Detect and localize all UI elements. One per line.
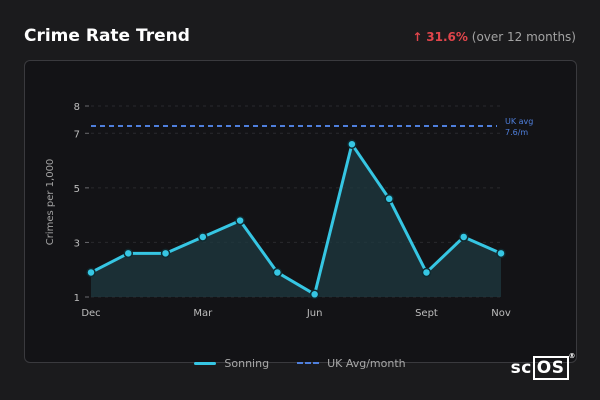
- y-tick-label: 3: [74, 238, 80, 249]
- x-tick-label: Nov: [491, 308, 511, 319]
- legend-item-sonning[interactable]: Sonning: [194, 355, 269, 371]
- scos-logo: sc OS®: [510, 352, 576, 380]
- legend-swatch-dashed: [297, 362, 320, 364]
- legend-item-uk-avg[interactable]: UK Avg/month: [297, 355, 406, 371]
- data-point[interactable]: [496, 248, 506, 259]
- data-point[interactable]: [309, 289, 320, 300]
- sonning-line: [90, 142, 502, 296]
- x-tick-label: Mar: [193, 308, 213, 319]
- data-point[interactable]: [198, 232, 208, 242]
- chart-legend: Sonning UK Avg/month: [0, 355, 600, 371]
- y-tick-label: 7: [74, 129, 80, 140]
- y-axis-label: Crimes per 1,000: [45, 159, 56, 246]
- up-arrow-icon: ↑: [412, 30, 423, 44]
- uk-average-annotation-line2: 7.6/m: [505, 128, 528, 137]
- x-axis-ticks: Dec Mar Jun Sept Nov: [81, 308, 511, 319]
- change-value: 31.6%: [426, 30, 468, 44]
- data-point[interactable]: [235, 215, 245, 226]
- sonning-points: [86, 139, 506, 300]
- change-context: (over 12 months): [471, 30, 576, 44]
- data-point[interactable]: [160, 248, 171, 259]
- data-point[interactable]: [458, 232, 469, 242]
- chart-title: Crime Rate Trend: [24, 26, 190, 46]
- legend-label-uk-avg: UK Avg/month: [327, 356, 406, 370]
- x-tick-label: Dec: [81, 308, 100, 319]
- data-point[interactable]: [384, 194, 394, 204]
- change-indicator: ↑ 31.6% (over 12 months): [412, 30, 576, 44]
- data-point[interactable]: [86, 267, 96, 278]
- data-point[interactable]: [272, 267, 283, 278]
- uk-average-annotation-line1: UK avg: [505, 117, 533, 126]
- y-tick-label: 8: [74, 102, 80, 113]
- x-tick-label: Jun: [306, 308, 323, 319]
- legend-swatch-solid: [194, 361, 217, 365]
- y-axis-ticks: 1 3 5 7 8: [74, 102, 89, 304]
- data-point[interactable]: [421, 267, 432, 278]
- y-tick-label: 5: [74, 184, 80, 195]
- sonning-area: [91, 144, 501, 297]
- x-tick-label: Sept: [415, 308, 438, 319]
- data-point[interactable]: [123, 248, 134, 259]
- data-point[interactable]: [347, 139, 357, 149]
- y-tick-label: 1: [74, 293, 80, 304]
- legend-label-sonning: Sonning: [224, 356, 270, 370]
- chart-panel: [24, 60, 577, 363]
